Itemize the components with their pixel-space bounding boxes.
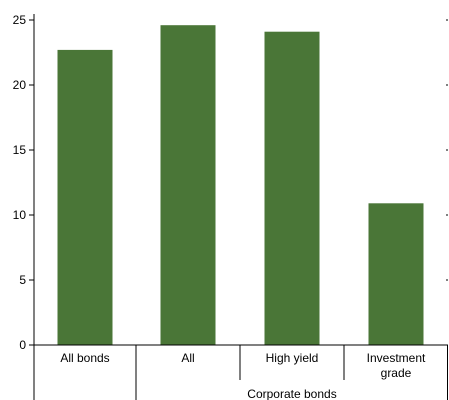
y-tick-label: 25 (13, 13, 27, 27)
bar-investment-grade (368, 203, 424, 345)
x-axis (33, 344, 448, 400)
y-axis: 0 5 10 15 20 25 (13, 13, 35, 352)
y-tick-label: 0 (19, 338, 26, 352)
x-tick-label: grade (381, 366, 412, 380)
group-label-corporate-bonds: Corporate bonds (247, 387, 336, 400)
y-tick-label: 15 (13, 143, 27, 157)
x-tick-label: All (181, 351, 194, 365)
bar-high-yield (264, 31, 320, 345)
x-tick-label: Investment (367, 351, 426, 365)
y-tick-label: 20 (13, 78, 27, 92)
bar-all-bonds (57, 49, 113, 346)
y-tick-label: 10 (13, 208, 27, 222)
x-tick-label: High yield (266, 351, 319, 365)
bar-all (160, 25, 216, 345)
right-axis-ticks (446, 19, 448, 281)
bars (57, 25, 424, 346)
x-tick-label: All bonds (60, 351, 109, 365)
y-tick-label: 5 (19, 273, 26, 287)
